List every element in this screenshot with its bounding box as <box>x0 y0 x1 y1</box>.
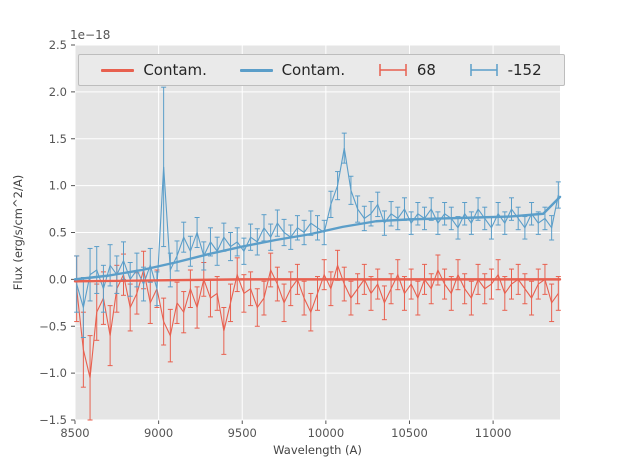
legend-label: 68 <box>416 60 436 79</box>
legend-label: Contam. <box>143 60 207 79</box>
contam-model-line <box>73 195 562 281</box>
y-tick-label: 0.5 <box>49 226 67 240</box>
y-tick-label: 2.0 <box>49 85 67 99</box>
legend-item-contam-red: Contam. <box>101 60 207 79</box>
legend-errorbar-swatch-blue <box>469 64 498 76</box>
legend-item-contam-blue: Contam. <box>239 60 346 79</box>
legend-item-68: 68 <box>378 62 436 78</box>
y-axis-offset-text: 1e−18 <box>70 28 111 42</box>
x-tick-label: 9500 <box>228 426 257 440</box>
x-tick-label: 9000 <box>144 426 173 440</box>
y-tick-label: 1.0 <box>49 179 67 193</box>
y-tick-label: −1.5 <box>39 413 67 427</box>
x-tick-label: 11000 <box>475 426 512 440</box>
legend: Contam. Contam. 68 -152 <box>78 54 565 86</box>
y-tick-label: 1.5 <box>49 132 67 146</box>
x-tick-label: 8500 <box>60 426 89 440</box>
legend-label: Contam. <box>281 60 346 79</box>
y-tick-label: −0.5 <box>39 319 67 333</box>
legend-line-swatch-blue <box>239 68 273 72</box>
x-tick-label: 10500 <box>391 426 428 440</box>
y-tick-label: −1.0 <box>39 366 67 380</box>
spectrum-line--152 <box>76 148 559 308</box>
legend-errorbar-swatch-red <box>379 64 407 76</box>
legend-line-swatch-red <box>101 68 135 72</box>
y-axis-label: Flux (erg/s/cm^2/A) <box>11 175 25 290</box>
x-tick-label: 10000 <box>308 426 345 440</box>
y-tick-label: 0.0 <box>49 272 67 286</box>
x-axis-label: Wavelength (A) <box>273 443 362 457</box>
contam-model-line <box>73 278 562 283</box>
y-tick-label: 2.5 <box>49 38 67 52</box>
legend-item-neg152: -152 <box>469 62 542 78</box>
legend-label: -152 <box>507 60 542 79</box>
